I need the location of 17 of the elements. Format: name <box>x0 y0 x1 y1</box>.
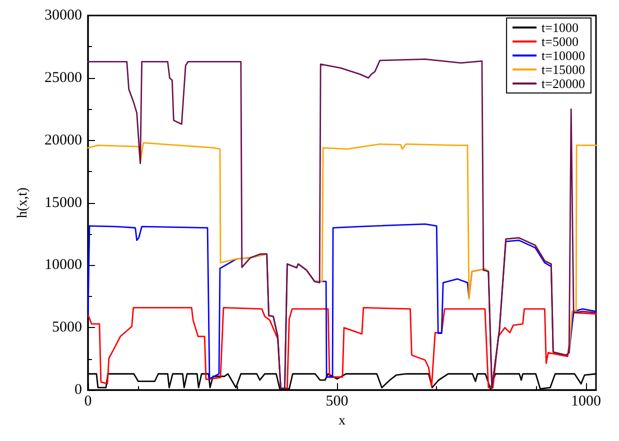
legend-label: t=10000 <box>542 48 586 63</box>
legend-label: t=1000 <box>542 20 579 35</box>
x-tick-label: 500 <box>326 394 348 410</box>
x-tick-label: 0 <box>84 394 92 410</box>
y-tick-label: 20000 <box>44 132 82 148</box>
x-tick-label: 1000 <box>571 394 602 410</box>
y-tick-label: 30000 <box>44 8 82 24</box>
y-tick-label: 5000 <box>52 320 82 336</box>
y-tick-label: 0 <box>74 382 82 398</box>
legend-label: t=5000 <box>542 34 579 49</box>
legend-label: t=20000 <box>542 76 586 91</box>
x-axis-title: x <box>338 414 346 428</box>
y-tick-label: 10000 <box>44 257 82 274</box>
y-axis-title: h(x,t) <box>16 187 30 218</box>
y-tick-label: 25000 <box>44 70 82 86</box>
y-tick-label: 15000 <box>44 194 82 211</box>
legend-label: t=15000 <box>542 62 586 77</box>
